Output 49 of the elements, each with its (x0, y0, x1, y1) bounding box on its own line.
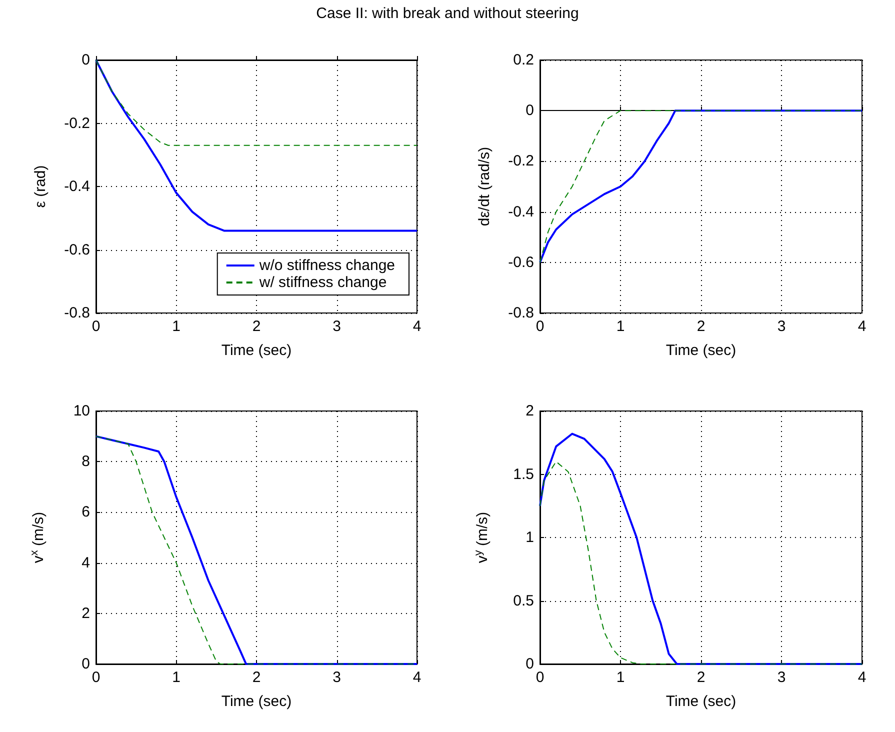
y-axis-title: ε (rad) (32, 165, 49, 208)
x-axis-title: Time (sec) (666, 693, 736, 710)
y-tick-label: 0 (526, 656, 534, 672)
x-tick-label: 3 (332, 669, 341, 686)
y-tick-label: 10 (73, 402, 90, 420)
x-tick-label: 1 (616, 318, 625, 335)
y-tick-label: -0.4 (64, 178, 90, 195)
y-tick-label: 2 (526, 402, 534, 420)
x-tick-label: 3 (777, 669, 786, 686)
x-axis-title: Time (sec) (666, 342, 736, 359)
y-tick-label: 0 (82, 52, 90, 68)
y-tick-label: 0 (526, 102, 534, 120)
x-tick-label: 4 (858, 318, 866, 335)
y-tick-label: 6 (82, 504, 90, 521)
y-tick-label: 0.5 (513, 592, 534, 610)
y-tick-label: 4 (82, 554, 90, 572)
legend-label: w/o stiffness change (258, 257, 396, 274)
x-tick-label: 1 (616, 669, 625, 686)
y-tick-label: 2 (82, 604, 90, 622)
x-tick-label: 4 (412, 669, 422, 686)
y-axis-title: vy (m/s) (472, 512, 491, 564)
chart-title: Case II: with break and without steering (315, 5, 580, 22)
x-tick-label: 2 (252, 669, 261, 686)
y-tick-label: -0.8 (508, 304, 534, 322)
x-tick-label: 2 (696, 318, 706, 335)
x-tick-label: 4 (412, 318, 422, 335)
x-tick-label: 4 (858, 669, 866, 686)
y-tick-label: -0.8 (64, 304, 90, 322)
legend-label: w/ stiffness change (258, 274, 387, 291)
x-tick-label: 3 (332, 318, 341, 335)
y-axis-title: dε/dt (rad/s) (476, 146, 493, 226)
y-tick-label: 0.2 (513, 52, 534, 68)
y-tick-label: -0.2 (64, 114, 90, 132)
x-tick-label: 2 (696, 669, 706, 686)
y-tick-label: -0.2 (508, 152, 534, 170)
x-tick-label: 3 (777, 318, 786, 335)
y-tick-label: 8 (82, 453, 90, 470)
y-tick-label: 1.5 (513, 466, 534, 483)
y-axis-title: vx (m/s) (28, 512, 47, 564)
x-axis-title: Time (sec) (221, 693, 292, 710)
x-tick-label: 1 (172, 669, 180, 686)
y-tick-label: 1 (526, 529, 534, 546)
x-tick-label: 1 (172, 318, 180, 335)
x-axis-title: Time (sec) (221, 342, 292, 359)
y-tick-label: -0.6 (508, 254, 534, 271)
x-tick-label: 2 (252, 318, 261, 335)
y-tick-label: -0.4 (508, 203, 534, 220)
y-tick-label: 0 (82, 656, 90, 672)
y-tick-label: -0.6 (64, 241, 90, 258)
